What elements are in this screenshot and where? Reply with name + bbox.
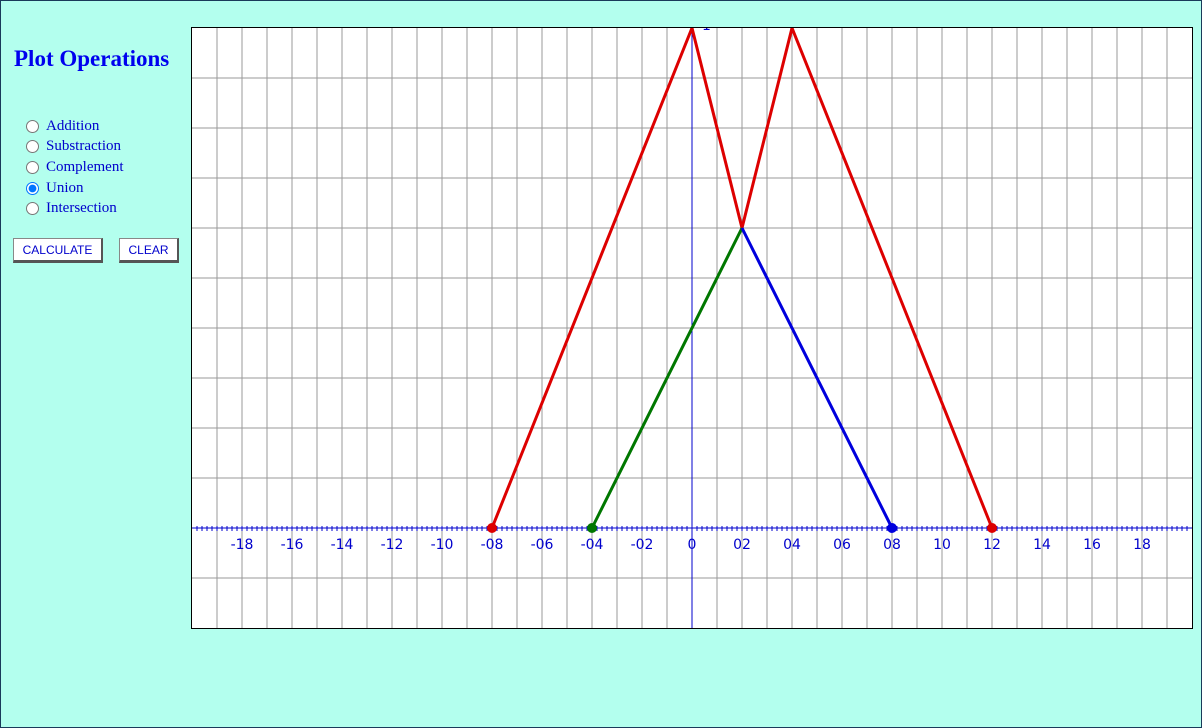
x-tick-label: 10 (933, 537, 951, 553)
series-line (590, 227, 744, 529)
x-tick-label: -06 (531, 537, 554, 553)
x-tick-label: 18 (1133, 537, 1151, 553)
x-tick-label: -10 (431, 537, 454, 553)
option-intersection[interactable]: Intersection (26, 198, 124, 219)
x-tick-label: 0 (688, 537, 697, 553)
clear-button[interactable]: CLEAR (119, 238, 179, 263)
complement-radio[interactable] (26, 160, 39, 174)
option-label: Intersection (46, 200, 117, 217)
x-tick-label: -12 (381, 537, 404, 553)
option-addition[interactable]: Addition (26, 116, 124, 137)
option-label: Addition (46, 117, 100, 134)
data-point-marker (487, 523, 497, 533)
option-label: Union (46, 179, 84, 196)
x-tick-label: -04 (581, 537, 604, 553)
x-tick-label: -02 (631, 537, 654, 553)
substraction-radio[interactable] (26, 140, 39, 154)
x-tick-label: -08 (481, 537, 504, 553)
series-line (740, 227, 894, 529)
addition-radio[interactable] (26, 119, 39, 133)
x-tick-label: 06 (833, 537, 851, 553)
panel-title: Plot Operations (14, 46, 170, 71)
option-union[interactable]: Union (26, 178, 124, 199)
option-label: Complement (46, 158, 124, 175)
x-tick-label: 08 (883, 537, 901, 553)
x-tick-label: -18 (231, 537, 254, 553)
option-label: Substraction (46, 138, 121, 155)
x-tick-label: 16 (1083, 537, 1101, 553)
option-substraction[interactable]: Substraction (26, 137, 124, 158)
x-tick-label: 14 (1033, 537, 1051, 553)
intersection-radio[interactable] (26, 202, 39, 216)
y-tick-label: 1 (702, 28, 711, 34)
x-tick-label: 02 (733, 537, 751, 553)
x-tick-label: -16 (281, 537, 304, 553)
operation-options: Addition Substraction Complement Union I… (26, 116, 124, 219)
data-point-marker (887, 523, 897, 533)
plot-svg: -18 -16 -14 -12 -10 -08 -06 -04 -02 0 02 04 06 08 10 12… (192, 28, 1192, 628)
plot-area: -18 -16 -14 -12 -10 -08 -06 -04 -02 0 02 04 06 08 10 12… (191, 27, 1193, 629)
data-point-marker (587, 523, 597, 533)
union-radio[interactable] (26, 181, 39, 195)
option-complement[interactable]: Complement (26, 157, 124, 178)
x-tick-label: 12 (983, 537, 1001, 553)
data-point-marker (987, 523, 997, 533)
x-tick-label: 04 (783, 537, 801, 553)
x-tick-label: -14 (331, 537, 354, 553)
calculate-button[interactable]: CALCULATE (13, 238, 103, 263)
